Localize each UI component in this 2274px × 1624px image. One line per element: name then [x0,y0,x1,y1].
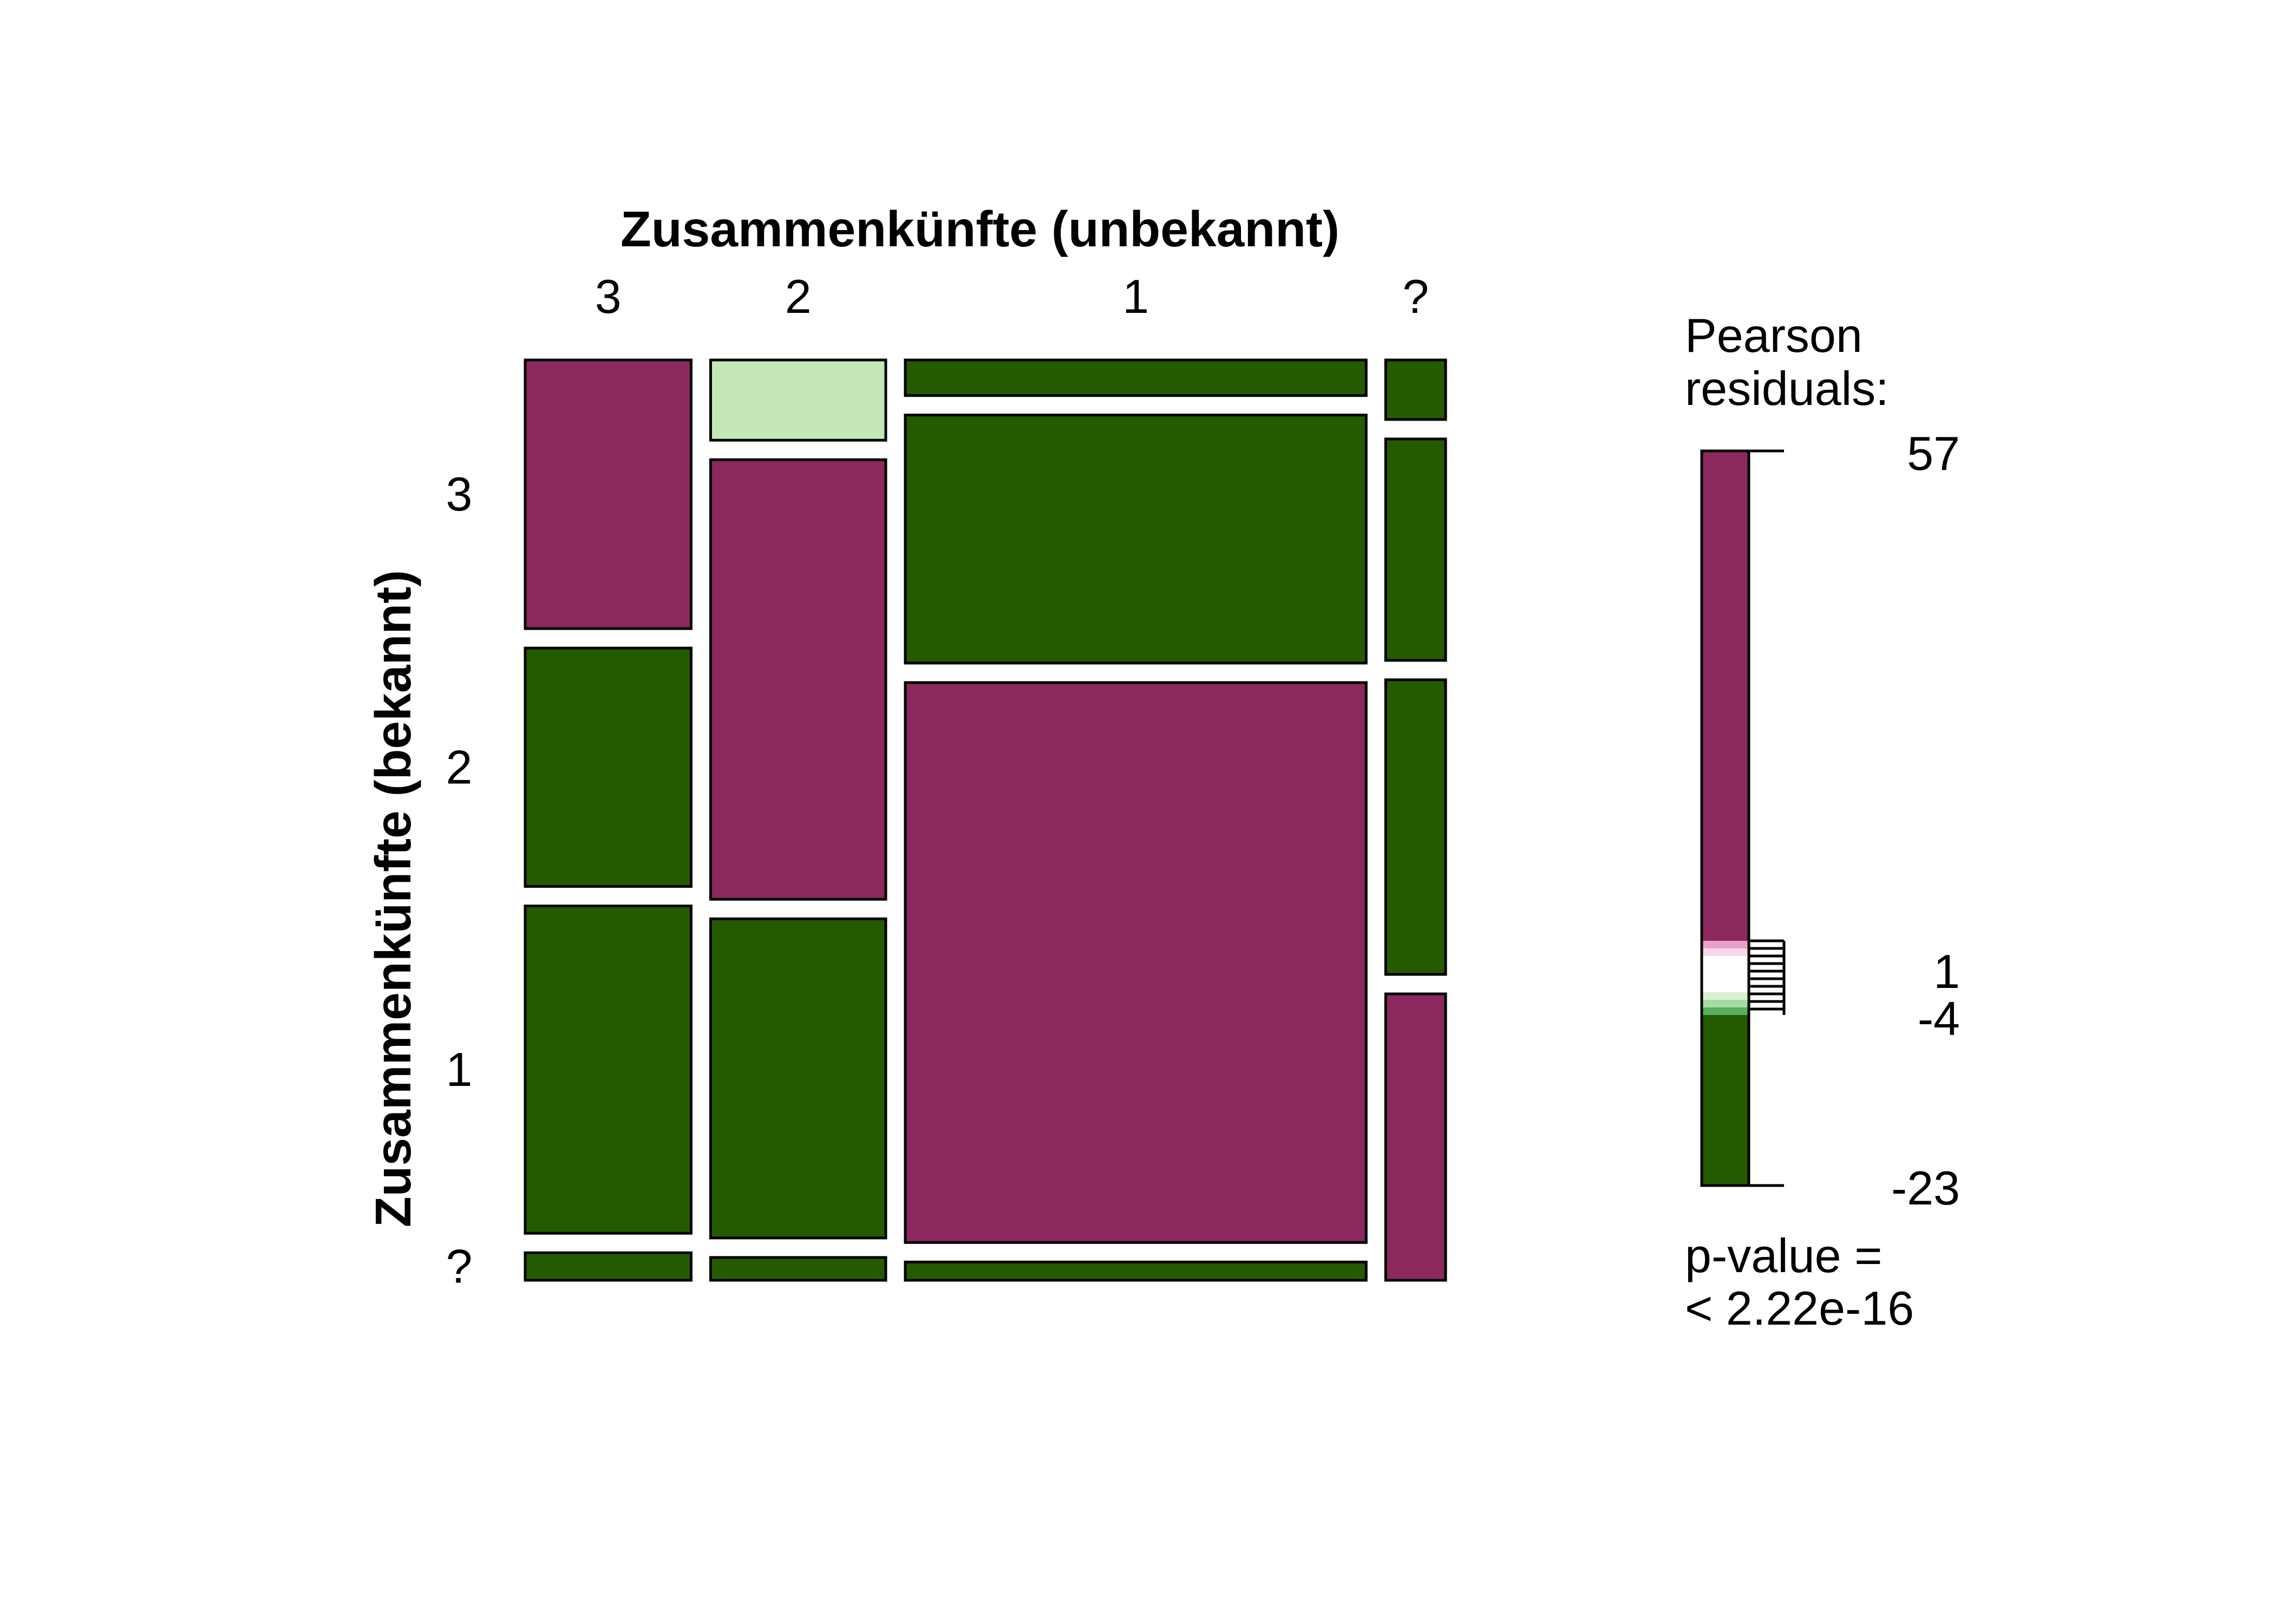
legend-lower-label: -4 [1918,992,1960,1045]
legend-max-label: 57 [1907,427,1960,480]
mosaic-tile [904,414,1368,665]
column-tick-label: 2 [785,270,812,323]
row-tick-label: 2 [446,740,473,794]
mosaic-tile [1384,678,1447,976]
x-axis-title: Zusammenkünfte (unbekannt) [620,201,1339,257]
mosaic-tile [709,917,887,1240]
row-tick-label: ? [446,1240,473,1293]
legend-color-band [1702,956,1749,992]
row-tick-labels: 3 2 1? [446,467,473,1293]
column-tick-labels: 3 2 1? [595,270,1429,323]
legend-color-band [1702,948,1749,956]
legend-min-label: -23 [1891,1161,1960,1215]
mosaic-tile [904,681,1368,1244]
legend-color-band [1702,1007,1749,1015]
legend-color-band [1702,1015,1749,1186]
legend-color-band [1702,451,1749,941]
legend-color-band [1702,1000,1749,1007]
mosaic-tile [904,358,1368,397]
legend-color-band [1702,941,1749,948]
legend-title-line1: Pearson [1685,309,1863,362]
legend-color-band [1702,992,1749,1000]
legend-title-line2: residuals: [1685,362,1889,415]
mosaic-tile [524,905,692,1235]
y-axis-title: Zusammenkünfte (bekannt) [365,570,421,1227]
column-tick-label: ? [1402,270,1429,323]
mosaic-tile [904,1260,1368,1282]
mosaic-tile [1384,358,1447,421]
legend-bar-outline [1700,449,1750,1187]
row-tick-label: 3 [446,467,473,521]
mosaic-tile [524,646,692,888]
mosaic-tile [1384,992,1447,1282]
pvalue-line1: p-value = [1685,1229,1882,1282]
legend-color-bar [1700,449,1786,1187]
mosaic-tiles [524,358,1447,1282]
pvalue-line2: < 2.22e-16 [1685,1281,1914,1335]
mosaic-tile [1384,437,1447,662]
mosaic-tile [709,458,887,901]
column-tick-label: 1 [1122,270,1149,323]
mosaic-tile [709,1256,887,1282]
mosaic-tile [524,358,692,630]
row-tick-label: 1 [446,1043,473,1096]
legend-upper-label: 1 [1933,945,1960,998]
residual-legend: Pearson residuals: 57 1 -4 -23 p-value =… [1685,309,1960,1335]
mosaic-tile [709,358,887,442]
column-tick-label: 3 [595,270,622,323]
mosaic-tile [524,1251,692,1282]
